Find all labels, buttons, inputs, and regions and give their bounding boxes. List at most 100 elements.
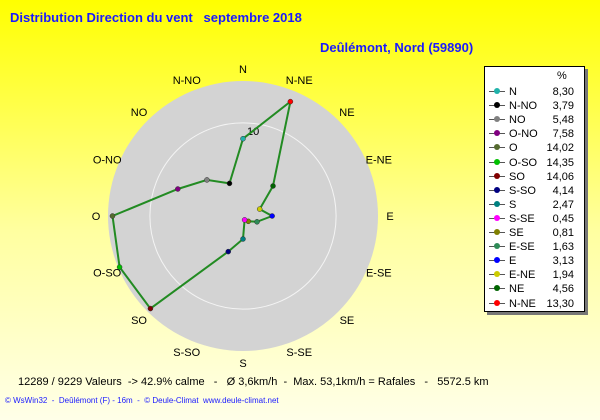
point-n-ne: [287, 98, 294, 105]
point-o-so: [116, 264, 123, 270]
point-n-no: [226, 180, 233, 187]
legend-item: SO 14,06: [485, 170, 584, 184]
direction-label: N: [239, 64, 247, 76]
legend-value: 0,81: [552, 227, 574, 239]
legend-item: SE 0,81: [485, 226, 584, 240]
point-no: [204, 177, 210, 183]
legend-label: N-NE: [509, 297, 536, 310]
legend-label: O: [509, 142, 518, 155]
legend-item: E-NE 1,94: [485, 268, 584, 282]
legend-label: S: [509, 198, 517, 211]
point-s: [240, 236, 246, 242]
legend-marker: [494, 102, 500, 109]
direction-label: NE: [339, 107, 354, 119]
legend-marker: [494, 285, 500, 292]
legend-item: O-SO 14,35: [485, 156, 584, 170]
direction-label: N-NE: [286, 75, 313, 87]
legend-value: 4,56: [552, 283, 574, 296]
direction-label: E-SE: [366, 267, 392, 279]
legend-value: 1,94: [552, 269, 574, 282]
legend-unit: %: [557, 70, 567, 82]
legend-label: SO: [509, 170, 525, 183]
legend: % N 8,30 N-NO 3,79 NO 5,48 O-NO 7,58 O 14,02 O-SO 1…: [484, 66, 585, 312]
legend-marker: [494, 257, 500, 264]
legend-value: 5,48: [552, 114, 574, 127]
legend-marker: [494, 172, 500, 179]
direction-label: O: [92, 211, 101, 223]
direction-label: S-SE: [286, 347, 312, 359]
point-ne: [270, 183, 276, 189]
legend-label: NE: [509, 283, 525, 296]
legend-item: S 2,47: [485, 198, 584, 212]
legend-label: N-NO: [509, 100, 538, 113]
direction-label: E-NE: [366, 155, 392, 167]
legend-value: 1,63: [552, 241, 574, 254]
legend-item: NO 5,48: [485, 113, 584, 127]
legend-marker: [494, 299, 500, 306]
legend-value: 13,30: [546, 297, 574, 310]
stats-footer: 12289 / 9229 Valeurs -> 42.9% calme - Ø …: [18, 376, 489, 388]
legend-marker: [494, 88, 500, 94]
legend-item: E-SE 1,63: [485, 240, 584, 254]
direction-label: S-SO: [173, 347, 200, 359]
chart-subtitle: Deûlémont, Nord (59890): [320, 40, 474, 55]
legend-label: SE: [509, 227, 524, 239]
legend-value: 2,47: [552, 198, 574, 211]
legend-item: NE 4,56: [485, 282, 584, 296]
point-so: [147, 305, 154, 312]
credits: © WsWin32 - Deûlémont (F) - 16m - © Deul…: [5, 396, 279, 405]
legend-marker: [494, 130, 500, 137]
legend-item: O-NO 7,58: [485, 127, 584, 141]
legend-item: S-SO 4,14: [485, 184, 584, 198]
point-e-ne: [256, 206, 263, 212]
direction-label: SE: [340, 315, 355, 327]
point-s-se: [241, 217, 248, 223]
legend-label: S-SO: [509, 184, 536, 197]
chart-title: Distribution Direction du vent septembre…: [10, 10, 302, 25]
legend-item: N-NE 13,30: [485, 297, 584, 311]
legend-marker: [494, 243, 500, 250]
point-n: [240, 135, 246, 142]
legend-value: 8,30: [552, 86, 574, 98]
legend-item: S-SE 0,45: [485, 212, 584, 226]
legend-value: 14,06: [546, 170, 574, 183]
legend-marker: [494, 144, 500, 151]
legend-marker: [494, 200, 500, 207]
point-s-so: [225, 248, 231, 255]
legend-value: 7,58: [552, 128, 574, 141]
legend-value: 4,14: [552, 184, 574, 197]
point-o-no: [175, 186, 181, 192]
legend-marker: [494, 158, 500, 165]
direction-label: E: [386, 211, 393, 223]
legend-marker: [494, 229, 500, 235]
legend-label: N: [509, 86, 517, 98]
legend-label: E-NE: [509, 269, 536, 282]
direction-label: NO: [131, 107, 148, 119]
direction-label: S: [239, 358, 246, 370]
legend-label: O-SO: [509, 156, 538, 169]
direction-label: O-SO: [93, 267, 122, 279]
direction-label: N-NO: [173, 75, 202, 87]
grid-ring: [149, 122, 337, 310]
legend-value: 14,02: [546, 142, 574, 155]
legend-value: 3,13: [552, 255, 574, 268]
legend-marker: [494, 271, 500, 278]
legend-item: N-NO 3,79: [485, 99, 584, 113]
legend-label: O-NO: [509, 128, 538, 141]
legend-marker: [494, 116, 500, 123]
point-e: [269, 213, 275, 219]
legend-value: 0,45: [552, 212, 574, 225]
legend-marker: [494, 186, 500, 193]
legend-label: E: [509, 255, 517, 268]
direction-label: O-NO: [93, 155, 122, 167]
legend-label: NO: [509, 114, 526, 127]
point-e-se: [254, 219, 260, 225]
legend-label: S-SE: [509, 212, 535, 225]
legend-value: 3,79: [552, 100, 574, 113]
legend-item: N 8,30: [485, 85, 584, 99]
direction-label: SO: [131, 315, 147, 327]
point-o: [109, 213, 116, 219]
legend-marker: [494, 214, 500, 221]
